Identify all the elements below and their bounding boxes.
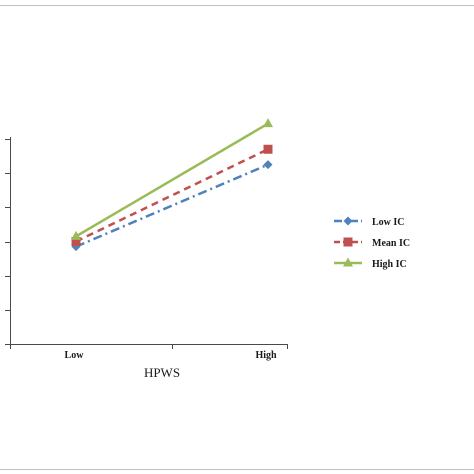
y-ticks <box>5 139 10 345</box>
legend-label-1: Mean IC <box>372 238 410 249</box>
legend-marker-1 <box>343 237 353 247</box>
x-axis-label: HPWS <box>144 365 180 380</box>
series-1-point-0 <box>71 237 81 246</box>
series-2-point-0 <box>71 230 81 240</box>
plot-area: Low High HPWS <box>5 118 288 380</box>
legend-label-2: High IC <box>372 259 407 270</box>
series-line-0 <box>75 163 269 248</box>
series-1-point-1 <box>263 144 273 154</box>
series-2-point-1 <box>263 118 273 128</box>
x-tick-label-1: High <box>255 350 277 361</box>
x-tick-labels: Low High <box>65 350 277 361</box>
x-ticks <box>10 344 288 349</box>
legend: Low IC Mean IC High IC <box>334 216 410 270</box>
series-line-1 <box>75 148 269 243</box>
legend-label-0: Low IC <box>372 217 405 228</box>
series-markers <box>71 118 273 252</box>
legend-marker-2 <box>343 257 353 267</box>
series-line-2 <box>75 122 269 238</box>
x-tick-label-0: Low <box>65 350 85 361</box>
series-lines <box>75 122 269 248</box>
legend-marker-0 <box>343 216 353 226</box>
series-0-point-1 <box>263 160 273 170</box>
